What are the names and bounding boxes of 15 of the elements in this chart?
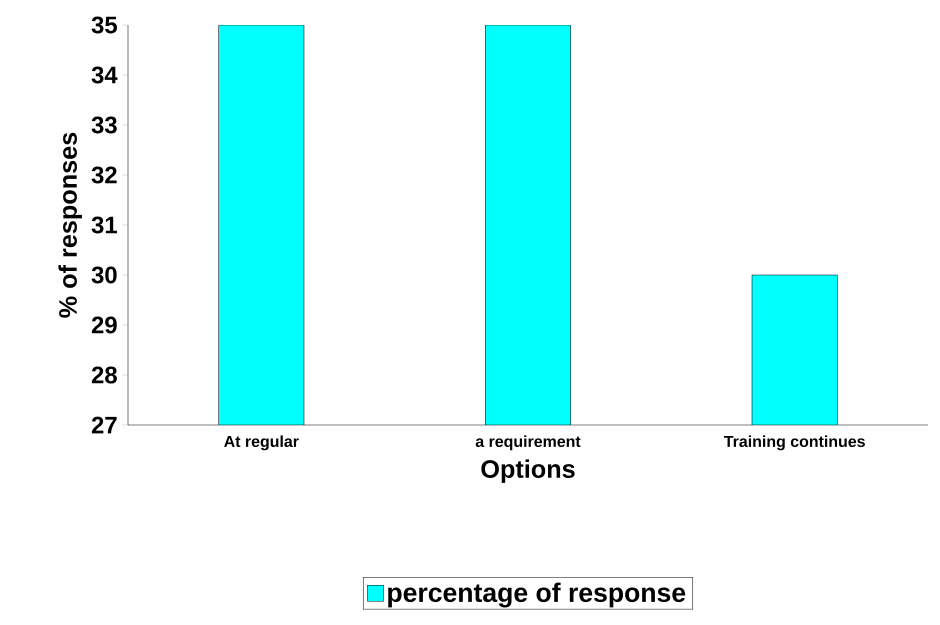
x-tick-label: a requirement [476,435,580,450]
y-tick-label: 28 [92,366,117,384]
x-axis-title: Options [481,459,575,483]
y-tick-label: 35 [92,16,117,34]
y-tick-label: 29 [92,316,117,334]
y-tick-label: 27 [92,416,117,434]
x-tick-label: Training continues [724,435,865,450]
y-tick-label: 33 [92,116,117,134]
legend-label: percentage of response [388,582,686,608]
y-tick-label: 30 [92,266,117,284]
y-axis-title: % of responses [58,132,82,318]
x-tick-label: At regular [224,435,299,450]
y-tick-label: 34 [92,66,118,84]
y-tick-label: 32 [92,166,117,184]
y-tick-label: 31 [92,216,117,234]
